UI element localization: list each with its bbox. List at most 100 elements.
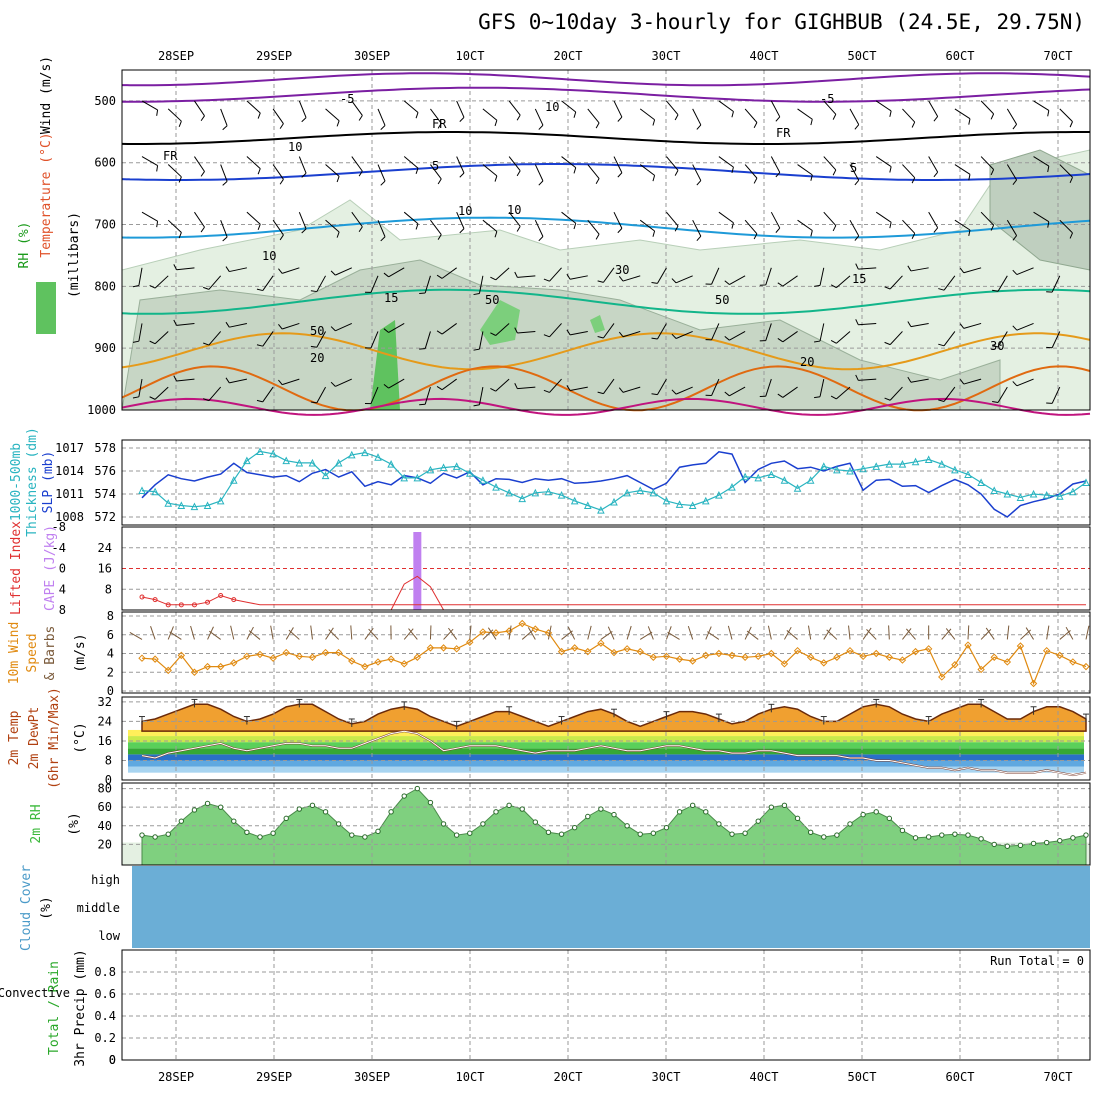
wind-barb bbox=[272, 164, 284, 180]
wind-barb bbox=[508, 211, 521, 227]
surface-wind-barb bbox=[888, 625, 890, 640]
wind-barb bbox=[495, 267, 510, 281]
wind-barb bbox=[1051, 331, 1061, 348]
top-day-label: 60CT bbox=[946, 49, 975, 63]
thickness-axis-label-2: Thickness (dm) bbox=[25, 427, 40, 537]
cloud-row-label: high bbox=[91, 873, 120, 887]
wind10-unit-label: (m/s) bbox=[73, 633, 88, 672]
contour-label: 10 bbox=[545, 100, 559, 114]
wind-barb-flag bbox=[832, 225, 837, 232]
rh2m-marker bbox=[453, 832, 460, 838]
contour-label: FR bbox=[776, 126, 791, 140]
wind-barb-flag bbox=[257, 168, 261, 175]
contour-label: 10 bbox=[507, 203, 521, 217]
wind-barb bbox=[1006, 164, 1018, 181]
wind-barb bbox=[208, 275, 222, 290]
wind-barb-flag bbox=[566, 329, 571, 336]
thickness-axis-label-part: 1000-500mb bbox=[9, 443, 24, 521]
dewpt-axis-label: 2m DewPt bbox=[27, 707, 42, 770]
chart-title: GFS 0~10day 3-hourly for GIGHBUB (24.5E,… bbox=[478, 10, 1085, 34]
wind-barb-flag bbox=[543, 278, 550, 282]
temp2m-unit-label: (°C) bbox=[73, 722, 88, 753]
wind-barb-flag bbox=[358, 226, 363, 233]
wind-barb-flag bbox=[203, 342, 210, 346]
wind-barb bbox=[692, 219, 702, 237]
wind-barb-flag bbox=[855, 374, 859, 381]
wind-barb-flag bbox=[415, 112, 419, 119]
top-day-label: 28SEP bbox=[158, 49, 194, 63]
li-marker bbox=[139, 594, 145, 600]
wind-barb bbox=[517, 275, 536, 278]
temp-contour-10 bbox=[121, 216, 1091, 239]
wind-barb-flag bbox=[671, 389, 677, 395]
wind-barb bbox=[262, 275, 274, 291]
wind-barb bbox=[176, 322, 195, 326]
wind-barb-flag bbox=[884, 341, 891, 346]
rh-green-fill bbox=[480, 300, 520, 345]
temp-fill bbox=[142, 704, 1086, 732]
wind-barb bbox=[819, 378, 825, 397]
contour-label: 10 bbox=[262, 249, 276, 263]
thickness-marker bbox=[741, 472, 749, 481]
wind-barb bbox=[1033, 211, 1050, 223]
wind-barb-flag bbox=[731, 111, 734, 118]
wind-barb-flag bbox=[652, 230, 656, 237]
rh2m-marker bbox=[650, 830, 657, 836]
wind-barb-flag bbox=[459, 172, 465, 178]
wind-barb-flag bbox=[473, 292, 480, 296]
wind-barb-flag bbox=[200, 226, 205, 233]
wind-barb bbox=[316, 386, 326, 404]
wind-barb bbox=[692, 108, 702, 126]
wind-barb-flag bbox=[651, 393, 658, 396]
surface-wind-barb bbox=[1006, 625, 1010, 640]
slp-tick: 1008 bbox=[55, 510, 84, 524]
wind-barb bbox=[875, 100, 892, 112]
wind-barb-flag bbox=[992, 345, 999, 348]
rh2m-tick: 80 bbox=[98, 782, 112, 796]
surface-wind-barb bbox=[364, 627, 374, 640]
wind-barb bbox=[954, 108, 971, 120]
wind-tick: 0 bbox=[107, 684, 114, 698]
wind-speed-marker bbox=[767, 649, 776, 658]
wind-speed-marker bbox=[479, 628, 487, 636]
surface-wind-barb bbox=[862, 627, 872, 640]
wind-barb-flag bbox=[968, 229, 971, 236]
top-day-label: 30SEP bbox=[354, 49, 390, 63]
thickness-marker bbox=[754, 473, 763, 482]
surface-wind-barb bbox=[667, 631, 680, 640]
top-day-label: 20CT bbox=[554, 49, 583, 63]
wind-barb-flag bbox=[380, 236, 386, 242]
wind-barb-flag bbox=[516, 114, 521, 121]
wind-barb-flag bbox=[178, 176, 182, 183]
wind-barb-flag bbox=[938, 399, 945, 402]
wind-speed-marker bbox=[728, 651, 736, 660]
surface-wind-barb bbox=[448, 627, 458, 640]
wind-barb-flag bbox=[884, 397, 891, 401]
wind-barb-flag bbox=[832, 114, 837, 120]
rh2m-marker bbox=[899, 827, 906, 834]
wind-barb bbox=[370, 386, 379, 404]
wind-barb bbox=[154, 275, 169, 289]
wind-barb bbox=[229, 378, 247, 384]
wind-barb bbox=[980, 156, 994, 170]
thickness-marker bbox=[387, 459, 395, 468]
temp-color-band bbox=[128, 742, 1084, 749]
rh2m-marker bbox=[152, 834, 158, 840]
thickness-marker bbox=[505, 488, 513, 497]
wind-barb bbox=[456, 156, 465, 174]
rh2m-marker bbox=[637, 831, 643, 837]
li-marker bbox=[205, 599, 211, 605]
wind-barb bbox=[482, 108, 498, 121]
wind-barb bbox=[570, 386, 588, 392]
wind-barb-flag bbox=[473, 404, 480, 407]
wind-barb bbox=[718, 211, 734, 224]
wind-barb-flag bbox=[436, 386, 443, 391]
wind-barb-flag bbox=[149, 396, 156, 400]
thickness-marker bbox=[452, 462, 461, 470]
wind-barb-flag bbox=[671, 278, 677, 284]
rh2m-marker bbox=[834, 832, 840, 838]
wind-barb-flag bbox=[671, 333, 677, 339]
contour-label: 5 bbox=[850, 161, 857, 175]
contour-label: 20 bbox=[800, 355, 814, 369]
wind-tick: 8 bbox=[107, 609, 114, 623]
